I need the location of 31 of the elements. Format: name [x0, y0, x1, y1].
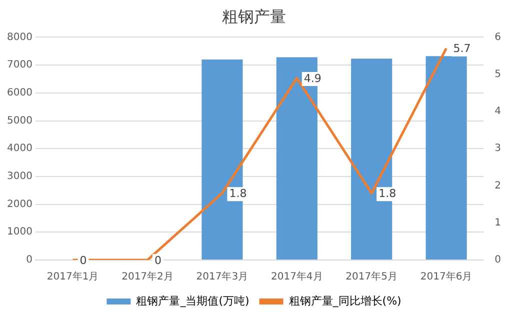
y2-tick-label: 6 [494, 32, 502, 43]
y2-tick-label: 5 [494, 68, 502, 80]
data-label: 1.8 [378, 187, 396, 200]
y-tick-label: 1000 [6, 226, 32, 238]
y2-tick-label: 0 [494, 254, 502, 266]
data-label: 4.9 [304, 72, 322, 85]
y-tick-label: 4000 [6, 143, 32, 154]
y-tick-label: 0 [26, 254, 32, 266]
y2-tick-label: 4 [494, 106, 502, 118]
y-tick-label: 8000 [6, 32, 32, 43]
y-tick-label: 2000 [6, 198, 32, 210]
y-tick-label: 7000 [6, 60, 32, 71]
x-tick-label: 2017年2月 [122, 270, 174, 283]
y-tick-label: 5000 [6, 115, 32, 126]
x-tick-label: 2017年4月 [270, 270, 323, 283]
data-label: 5.7 [453, 42, 471, 56]
y-tick-label: 6000 [6, 87, 32, 98]
data-label: 0 [80, 254, 87, 267]
x-tick-label: 2017年3月 [196, 270, 248, 283]
x-tick-label: 2017年6月 [420, 270, 472, 283]
x-tick-label: 2017年5月 [346, 270, 398, 283]
x-tick-label: 2017年1月 [46, 270, 99, 283]
data-label: 1.8 [229, 187, 247, 200]
y2-tick-label: 3 [494, 143, 502, 154]
y2-tick-label: 1 [494, 217, 502, 228]
legend-label: 粗钢产量_同比增长(%) [288, 294, 402, 308]
y2-tick-label: 2 [494, 180, 502, 192]
y-tick-label: 3000 [6, 171, 32, 182]
legend-label: 粗钢产量_当期值(万吨) [136, 294, 250, 308]
data-label: 0 [154, 254, 162, 267]
chart-title: 粗钢产量 [222, 6, 286, 26]
